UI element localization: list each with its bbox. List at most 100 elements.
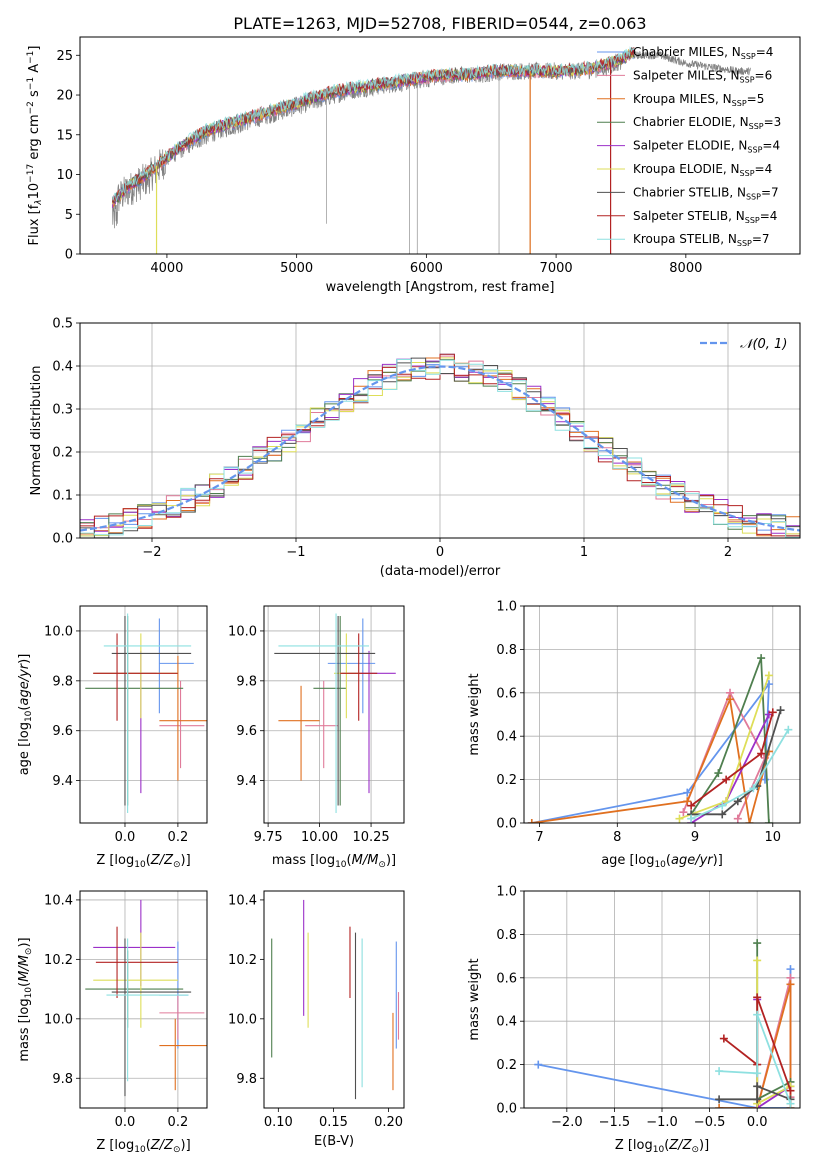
- y-tick-label: 0.4: [52, 360, 73, 375]
- mass-vs-metallicity-panel: 0.0 0.2 9.8 10.0 10.2 10.4 Z [log10(Z/Z⊙)] mass…: [17, 890, 208, 1155]
- x-tick-label: 10.00: [301, 830, 338, 845]
- x-tick-label: 7000: [540, 261, 573, 276]
- weight-marker-2: [726, 695, 735, 704]
- histogram-7: [80, 353, 800, 537]
- y-tick-label: 9.6: [52, 724, 73, 739]
- x-tick-label: 6000: [410, 261, 443, 276]
- weight-marker-7: [753, 993, 762, 1002]
- y-axis-label: mass [log10(M/M⊙)]: [17, 937, 34, 1061]
- weight-marker-6: [776, 706, 785, 715]
- y-tick-label: 10.4: [44, 893, 73, 908]
- weight-marker-3: [714, 769, 723, 778]
- x-tick-label: 0.0: [115, 1115, 136, 1130]
- y-tick-label: 10.2: [228, 953, 257, 968]
- x-tick-label: 8: [613, 830, 621, 845]
- y-tick-label: 9.8: [236, 674, 257, 689]
- weight-marker-7: [722, 775, 731, 784]
- weight-marker-3: [757, 654, 766, 663]
- x-axis-label: E(B-V): [314, 1134, 354, 1149]
- weight-marker-2: [527, 819, 536, 823]
- weight-line-5: [756, 960, 791, 1106]
- y-tick-label: 1.0: [496, 600, 517, 615]
- x-tick-label: 9: [691, 830, 699, 845]
- y-tick-label: 9.8: [236, 1072, 257, 1087]
- x-tick-label: 9.75: [254, 830, 283, 845]
- y-tick-label: 9.8: [52, 1072, 73, 1087]
- y-tick-label: 0.0: [496, 1102, 517, 1117]
- axes-frame: [79, 605, 208, 824]
- weight-line-0: [538, 969, 792, 1108]
- weight-marker-7: [719, 1034, 728, 1043]
- y-tick-label: 9.6: [236, 724, 257, 739]
- legend-entry: Salpeter MILES, NSSP=6: [633, 68, 772, 84]
- weight-marker-2: [683, 797, 692, 806]
- x-tick-label: 0.15: [319, 1115, 348, 1130]
- weight-marker-2: [715, 1104, 724, 1108]
- x-axis-label: wavelength [Angstrom, rest frame]: [326, 280, 555, 295]
- weight-marker-0: [786, 965, 795, 974]
- y-tick-label: 9.8: [52, 674, 73, 689]
- x-tick-label: −1.0: [646, 1115, 678, 1130]
- x-axis-label: age [log10(age/yr)]: [601, 853, 723, 870]
- y-axis-label: Normed distribution: [29, 366, 44, 496]
- weight-marker-8: [786, 1099, 795, 1108]
- histogram-8: [80, 359, 800, 538]
- x-axis-label: Z [log10(Z/Z⊙)]: [96, 1138, 190, 1155]
- mass-vs-ebv-panel: 0.10 0.15 0.20 9.8 10.0 10.2 10.4 E(B-V): [228, 890, 405, 1149]
- weight-line-0: [531, 681, 770, 823]
- y-tick-label: 10.0: [44, 1012, 73, 1027]
- legend-entry: Chabrier MILES, NSSP=4: [633, 45, 773, 61]
- weight-line-3: [690, 657, 770, 823]
- x-tick-label: 0.0: [115, 830, 136, 845]
- spectrum-panel: 4000 5000 6000 7000 8000 0 5 10 15 20 25 wavelength…: [26, 36, 801, 295]
- weight-marker-2: [745, 819, 754, 823]
- y-tick-label: 0.1: [52, 489, 73, 504]
- x-tick-label: 0.2: [168, 830, 189, 845]
- axes-frame: [79, 890, 208, 1109]
- x-tick-label: 2: [724, 545, 732, 560]
- weight-marker-6: [753, 1082, 762, 1091]
- y-tick-label: 0.3: [52, 403, 73, 418]
- y-tick-label: 0.4: [496, 730, 517, 745]
- x-tick-label: −0.5: [694, 1115, 726, 1130]
- weight-marker-8: [784, 725, 793, 734]
- y-tick-label: 0: [65, 248, 73, 263]
- x-tick-label: 0: [436, 545, 444, 560]
- x-tick-label: −2: [142, 545, 161, 560]
- weight-marker-8: [687, 814, 696, 823]
- weight-line-6: [719, 1084, 791, 1101]
- y-tick-label: 10.0: [228, 624, 257, 639]
- y-tick-label: 0.8: [496, 643, 517, 658]
- x-tick-label: 0.10: [264, 1115, 293, 1130]
- weight-line-8: [719, 1014, 792, 1105]
- y-tick-label: 0.6: [496, 971, 517, 986]
- x-axis-label: Z [log10(Z/Z⊙)]: [96, 853, 190, 870]
- legend-entry: Salpeter ELODIE, NSSP=4: [633, 139, 780, 155]
- y-tick-label: 0.4: [496, 1015, 517, 1030]
- x-tick-label: −1.5: [599, 1115, 631, 1130]
- legend-entry: Kroupa MILES, NSSP=5: [633, 92, 764, 108]
- x-tick-label: 0.20: [374, 1115, 403, 1130]
- weight-marker-1: [679, 808, 688, 817]
- x-tick-label: 4000: [150, 261, 183, 276]
- x-tick-label: 0.0: [747, 1115, 768, 1130]
- plot-area: [271, 899, 400, 1100]
- weight-marker-0: [683, 788, 692, 797]
- age-vs-mass-panel: 9.75 10.00 10.25 9.4 9.6 9.8 10.0 mass [log10(M…: [228, 605, 405, 870]
- weight-marker-8: [753, 1010, 762, 1019]
- weight-marker-8: [715, 1067, 724, 1076]
- weight-line-2: [719, 984, 792, 1108]
- y-axis-label: age [log10(age/yr)]: [17, 654, 34, 776]
- weight-marker-0: [534, 1060, 543, 1069]
- axes-frame: [523, 605, 801, 824]
- x-axis-label: mass [log10(M/M⊙)]: [272, 853, 396, 870]
- model-line-7: [111, 46, 635, 204]
- y-tick-label: 20: [56, 89, 73, 104]
- x-tick-label: 1: [580, 545, 588, 560]
- weight-line-8: [690, 729, 790, 820]
- weight-vs-metallicity-panel: −2.0 −1.5 −1.0 −0.5 0.0 0.0 0.2 0.4 0.6 0.8 1.0 Z […: [467, 885, 801, 1155]
- weight-marker-5: [753, 956, 762, 965]
- y-tick-label: 10.2: [44, 953, 73, 968]
- weight-marker-8: [753, 1069, 762, 1078]
